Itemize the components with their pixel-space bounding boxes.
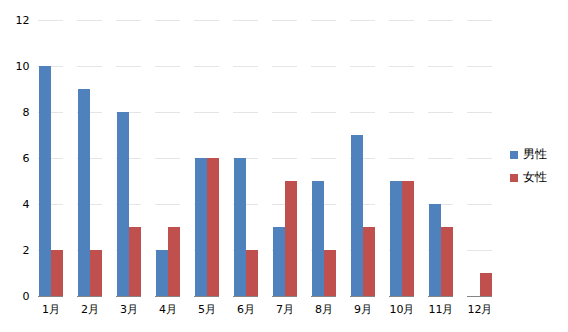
svg-text:12: 12 — [16, 14, 30, 27]
svg-text:8: 8 — [23, 106, 30, 119]
svg-text:10: 10 — [16, 60, 30, 73]
html-text:男性: 男性 — [523, 147, 547, 161]
svg-text:8月: 8月 — [315, 303, 333, 316]
svg-text:2月: 2月 — [81, 303, 99, 316]
svg-text:12月: 12月 — [468, 303, 493, 316]
svg-text:7月: 7月 — [276, 303, 294, 316]
svg-text:6月: 6月 — [237, 303, 255, 316]
svg-text:4月: 4月 — [159, 303, 177, 316]
svg-text:2: 2 — [23, 244, 30, 257]
svg-text:1月: 1月 — [42, 303, 60, 316]
svg-text:4: 4 — [23, 198, 30, 211]
svg-text:10月: 10月 — [390, 303, 415, 316]
svg-text:9月: 9月 — [354, 303, 372, 316]
svg-text:0: 0 — [23, 290, 30, 303]
svg-text:6: 6 — [23, 152, 30, 165]
svg-text:3月: 3月 — [120, 303, 138, 316]
svg-text:5月: 5月 — [198, 303, 216, 316]
html-text:女性: 女性 — [523, 170, 547, 184]
svg-text:11月: 11月 — [429, 303, 454, 316]
